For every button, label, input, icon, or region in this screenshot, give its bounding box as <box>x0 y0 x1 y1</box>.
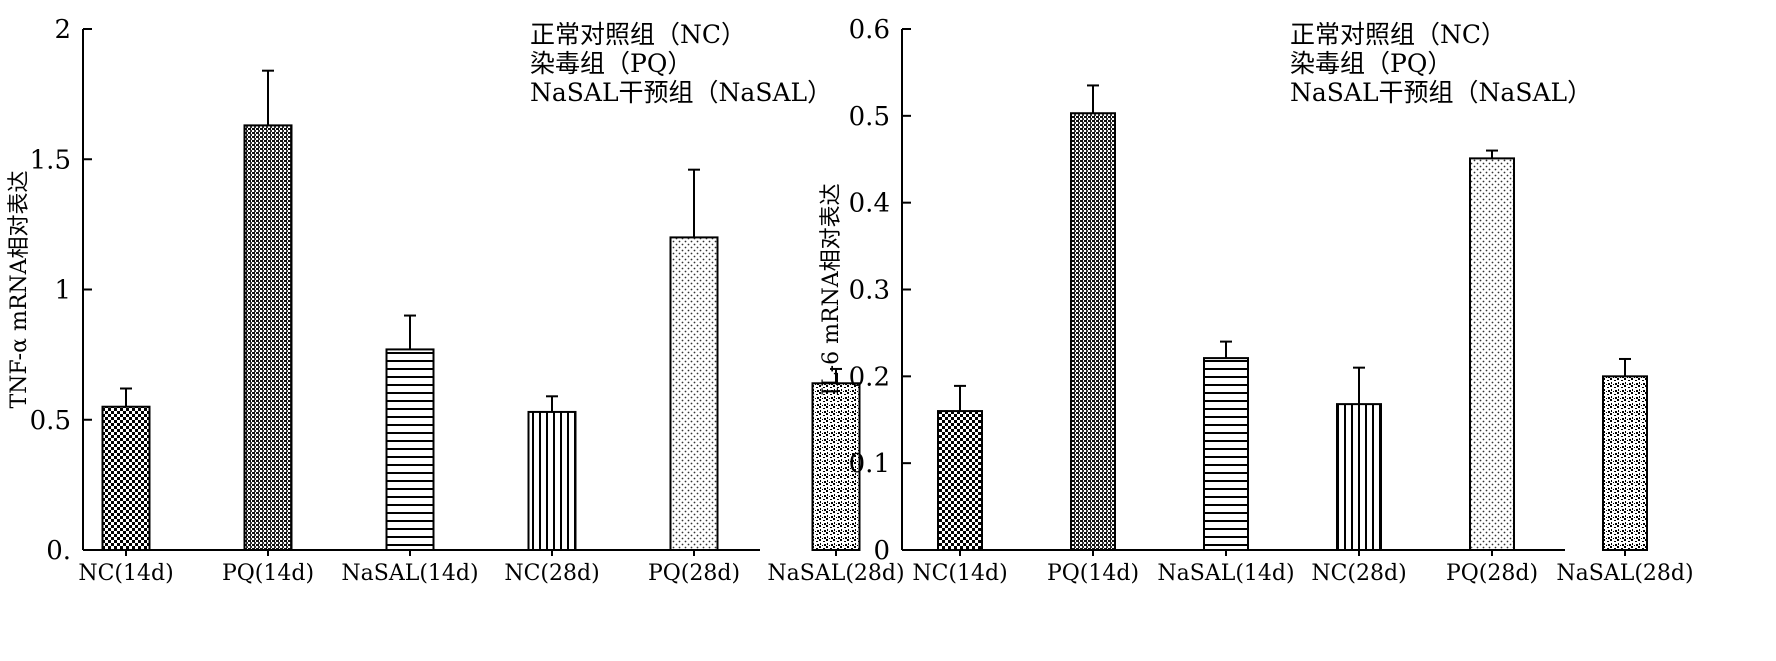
legend-entry: NaSAL干预组（NaSAL） <box>1290 78 1592 107</box>
bar <box>385 348 435 552</box>
bar <box>243 124 293 551</box>
legend-entry: 染毒组（PQ） <box>530 49 692 78</box>
y-tick-label: 2 <box>54 15 71 45</box>
tnf-alpha-chart: 0. 0.5 1 1.5 2 NC(14d) PQ(14d) NaSAL(14d) NC(28d… <box>7 15 905 586</box>
x-tick-label: NC(28d) <box>1311 561 1406 586</box>
y-axis-label: IL-6 mRNA相对表达 <box>819 183 844 395</box>
y-tick-label: 0.3 <box>849 276 890 306</box>
x-tick-label: PQ(28d) <box>648 561 740 586</box>
y-tick-label: 1.5 <box>30 145 71 175</box>
x-tick-label: NC(14d) <box>78 561 173 586</box>
il6-chart: 0 0.1 0.2 0.3 0.4 0.5 0.6 NC(14d) PQ(14d) NaSAL(1… <box>819 15 1694 586</box>
legend-entry: 染毒组（PQ） <box>1290 49 1452 78</box>
y-tick-label: 0.4 <box>849 189 890 219</box>
y-tick-label: 0.5 <box>849 102 890 132</box>
bar <box>527 410 577 551</box>
x-tick-label: PQ(14d) <box>222 561 314 586</box>
bar <box>937 410 983 552</box>
legend-entry: 正常对照组（NC） <box>530 20 746 49</box>
bar <box>1602 375 1648 552</box>
y-tick-label: 0 <box>873 536 890 566</box>
x-tick-label: NaSAL(14d) <box>341 561 478 586</box>
bar <box>669 236 719 551</box>
y-tick-label: 0.2 <box>849 362 890 392</box>
x-tick-label: PQ(28d) <box>1446 561 1538 586</box>
legend-entry: 正常对照组（NC） <box>1290 20 1506 49</box>
y-tick-label: 0.1 <box>849 449 890 479</box>
x-tick-label: NaSAL(14d) <box>1157 561 1294 586</box>
x-tick-label: NC(28d) <box>504 561 599 586</box>
bar <box>101 405 151 551</box>
bar <box>1070 112 1116 551</box>
y-tick-label: 1 <box>54 276 71 306</box>
bar <box>1336 403 1382 551</box>
bar <box>1203 357 1249 551</box>
bar <box>1469 157 1515 552</box>
y-tick-label: 0.6 <box>849 15 890 45</box>
x-tick-label: NC(14d) <box>912 561 1007 586</box>
y-tick-label: 0.5 <box>30 406 71 436</box>
y-axis-label: TNF-α mRNA相对表达 <box>7 170 32 408</box>
y-tick-label: 0. <box>46 536 71 566</box>
x-tick-label: NaSAL(28d) <box>767 561 904 586</box>
legend-entry: NaSAL干预组（NaSAL） <box>530 78 832 107</box>
x-tick-label: PQ(14d) <box>1047 561 1139 586</box>
x-tick-label: NaSAL(28d) <box>1556 561 1693 586</box>
